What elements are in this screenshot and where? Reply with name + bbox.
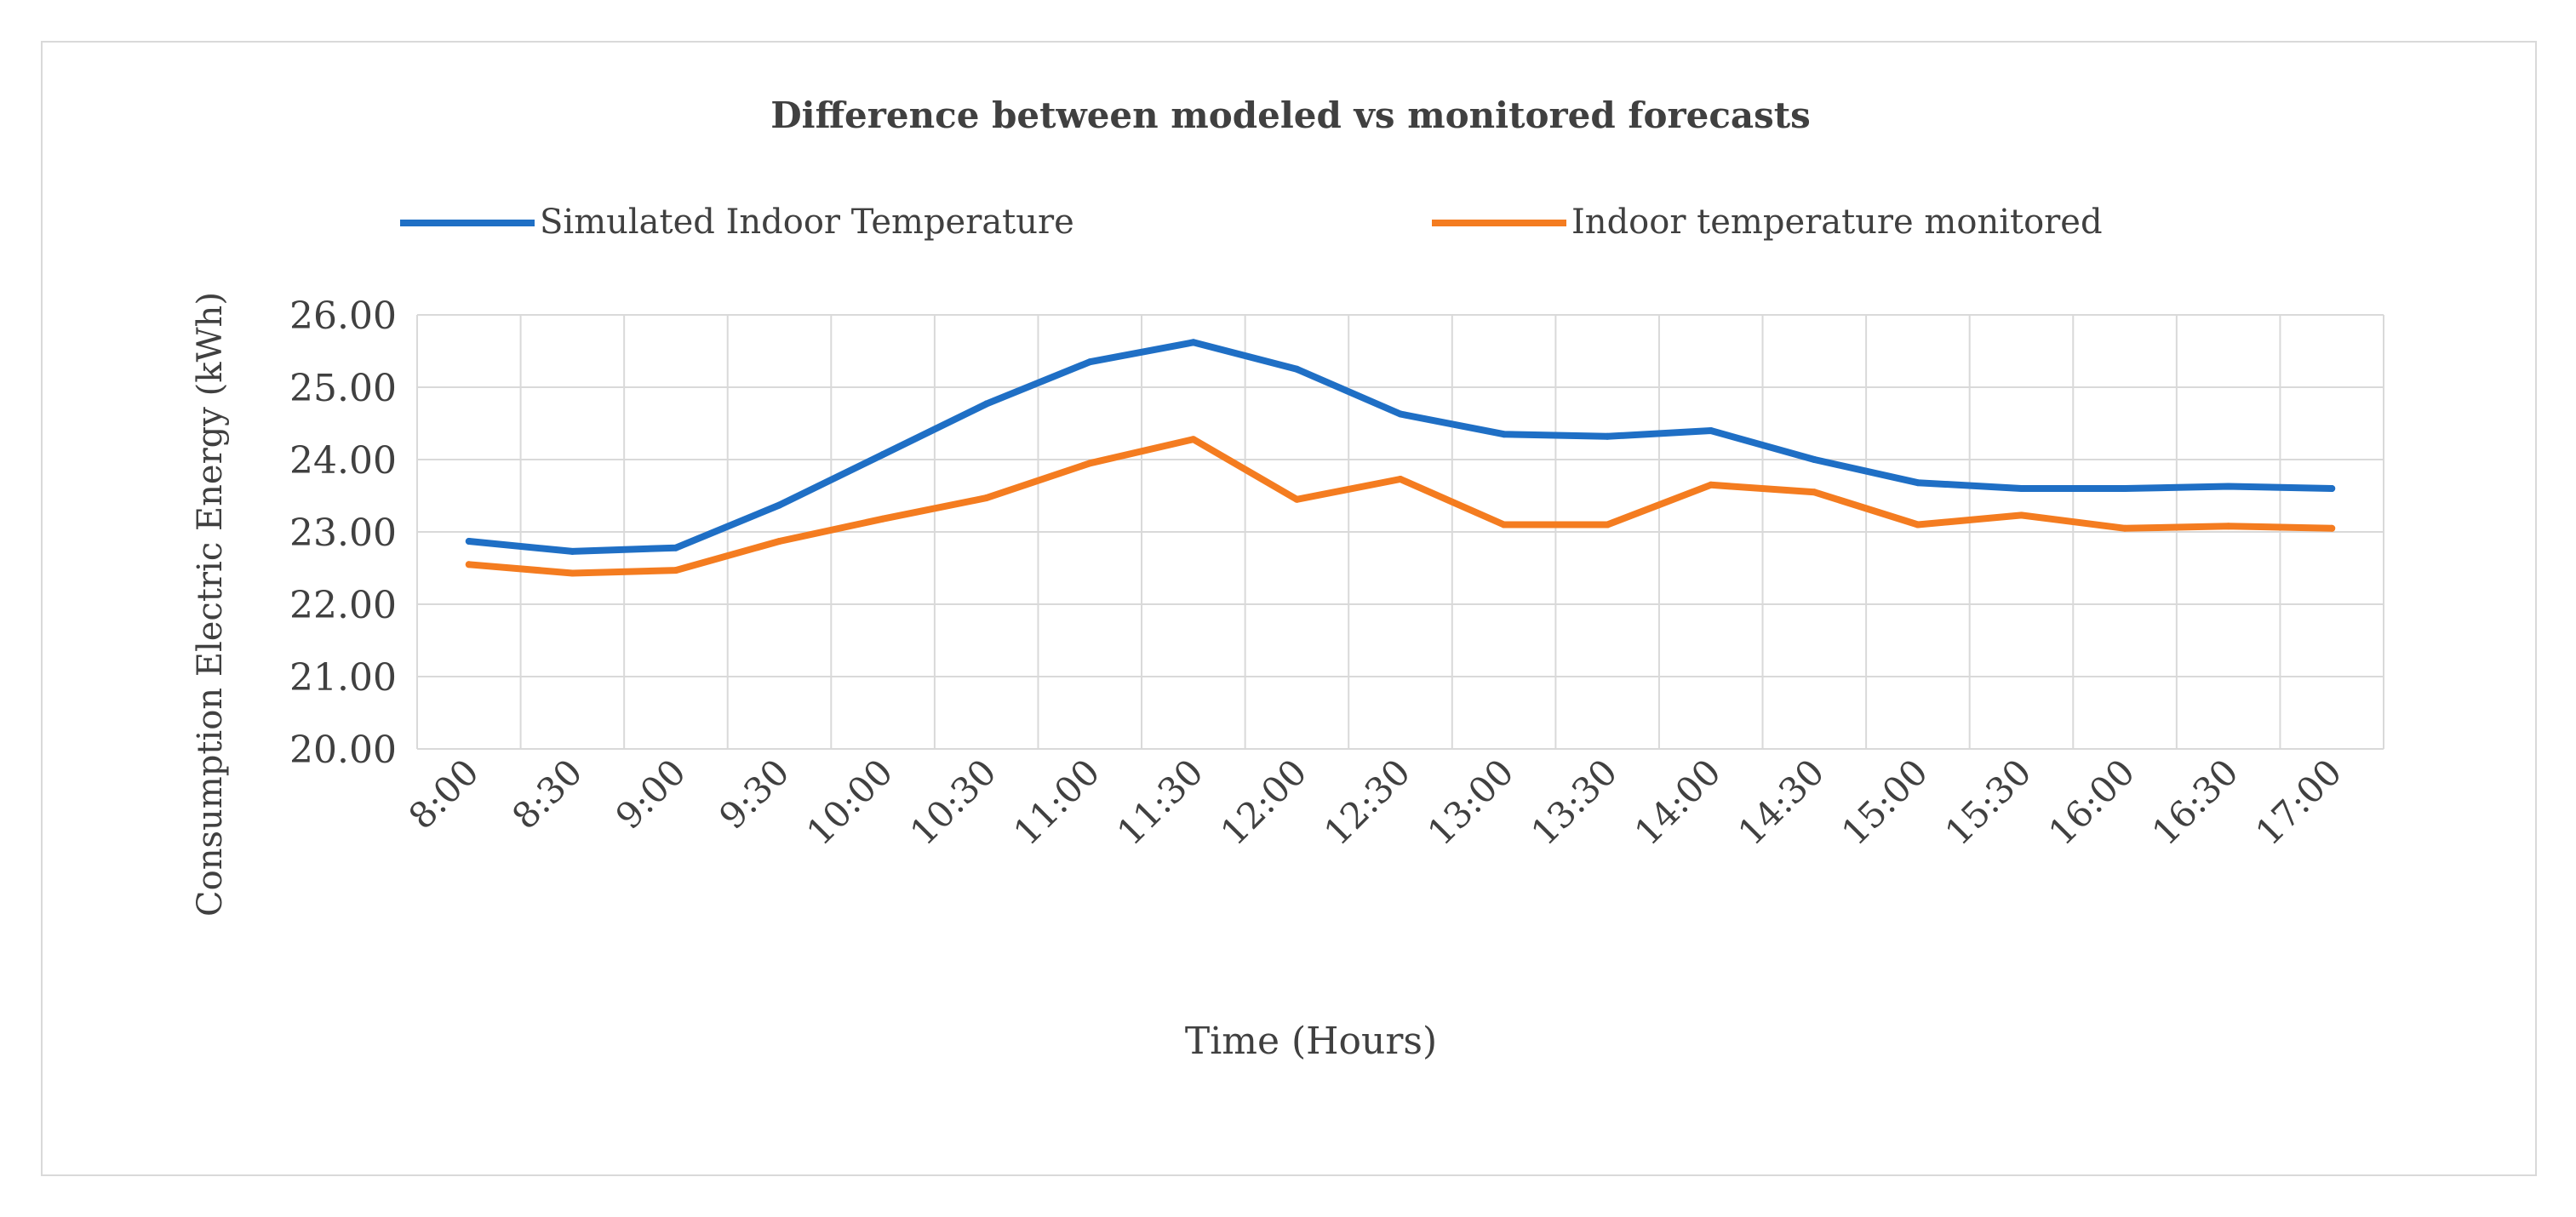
x-tick-label: 12:00 [1212, 751, 1314, 853]
y-tick-label: 23.00 [289, 511, 397, 555]
data-point-simulated [2018, 485, 2025, 492]
x-tick-label: 13:30 [1523, 751, 1625, 853]
x-tick-label: 9:30 [711, 751, 797, 837]
x-tick-label: 11:30 [1109, 751, 1211, 853]
x-tick-label: 16:30 [2144, 751, 2246, 853]
x-tick-label: 14:00 [1627, 751, 1729, 853]
data-point-monitored [1189, 436, 1197, 443]
y-tick-label: 26.00 [289, 294, 397, 338]
data-point-simulated [569, 547, 576, 555]
data-point-monitored [1500, 521, 1508, 529]
data-point-monitored [776, 538, 783, 546]
chart-title: Difference between modeled vs monitored … [770, 94, 1811, 136]
data-point-monitored [982, 494, 990, 502]
y-axis-label: Consumption Electric Energy (kWh) [191, 292, 230, 917]
data-point-simulated [776, 501, 783, 509]
data-point-monitored [1604, 521, 1611, 529]
x-axis-ticks: 8:00 8:30 9:00 9:30 10:00 10:30 11:00 11:30 12:0… [401, 751, 2350, 853]
x-tick-label: 15:30 [1937, 751, 2039, 853]
line-chart: Difference between modeled vs monitored … [191, 94, 2384, 1063]
chart-frame: Difference between modeled vs monitored … [41, 41, 2537, 1176]
x-tick-label: 11:00 [1005, 751, 1108, 853]
data-point-simulated [879, 451, 887, 459]
data-point-simulated [982, 400, 990, 408]
data-point-simulated [465, 538, 472, 546]
data-point-monitored [1397, 475, 1404, 483]
y-tick-label: 24.00 [289, 439, 397, 483]
x-tick-label: 13:00 [1419, 751, 1521, 853]
data-point-simulated [1397, 410, 1404, 418]
data-point-simulated [1500, 431, 1508, 438]
y-tick-label: 21.00 [289, 656, 397, 700]
x-tick-label: 16:00 [2041, 751, 2143, 853]
legend-label-monitored: Indoor temperature monitored [1571, 203, 2103, 242]
series-lines [465, 339, 2336, 577]
data-point-monitored [1293, 495, 1301, 503]
data-point-monitored [2328, 524, 2336, 532]
x-tick-label: 14:30 [1730, 751, 1832, 853]
data-point-monitored [2224, 523, 2232, 530]
x-axis-label: Time (Hours) [1185, 1020, 1437, 1063]
data-point-monitored [879, 515, 887, 523]
x-tick-label: 9:00 [608, 751, 694, 837]
data-point-simulated [672, 544, 679, 551]
data-point-simulated [2224, 483, 2232, 490]
data-point-simulated [1707, 427, 1714, 434]
x-tick-label: 17:00 [2247, 751, 2350, 853]
data-point-simulated [1811, 456, 1818, 463]
data-point-monitored [2121, 524, 2129, 532]
data-point-monitored [465, 561, 472, 569]
data-point-monitored [1707, 481, 1714, 489]
x-tick-label: 10:30 [902, 751, 1005, 853]
data-point-simulated [1914, 479, 1921, 487]
legend: Simulated Indoor Temperature Indoor temp… [400, 203, 2103, 242]
data-point-monitored [2018, 511, 2025, 519]
x-tick-label: 15:00 [1834, 751, 1936, 853]
data-point-monitored [1811, 489, 1818, 496]
y-tick-label: 22.00 [289, 584, 397, 627]
data-point-simulated [1293, 365, 1301, 373]
y-tick-label: 20.00 [289, 728, 397, 772]
data-point-monitored [1086, 460, 1094, 467]
data-point-simulated [2328, 485, 2336, 492]
data-point-monitored [569, 569, 576, 577]
data-point-simulated [2121, 485, 2129, 492]
x-tick-label: 8:30 [504, 751, 590, 837]
x-tick-label: 12:30 [1316, 751, 1418, 853]
data-point-simulated [1086, 358, 1094, 366]
data-point-monitored [1914, 521, 1921, 529]
data-point-monitored [672, 567, 679, 574]
data-point-simulated [1604, 432, 1611, 440]
data-point-simulated [1189, 339, 1197, 346]
x-tick-label: 8:00 [401, 751, 487, 837]
x-tick-label: 10:00 [799, 751, 901, 853]
y-tick-label: 25.00 [289, 367, 397, 410]
y-axis-ticks: 20.00 21.00 22.00 23.00 24.00 25.00 26.00 [289, 294, 397, 772]
legend-label-simulated: Simulated Indoor Temperature [540, 203, 1074, 242]
